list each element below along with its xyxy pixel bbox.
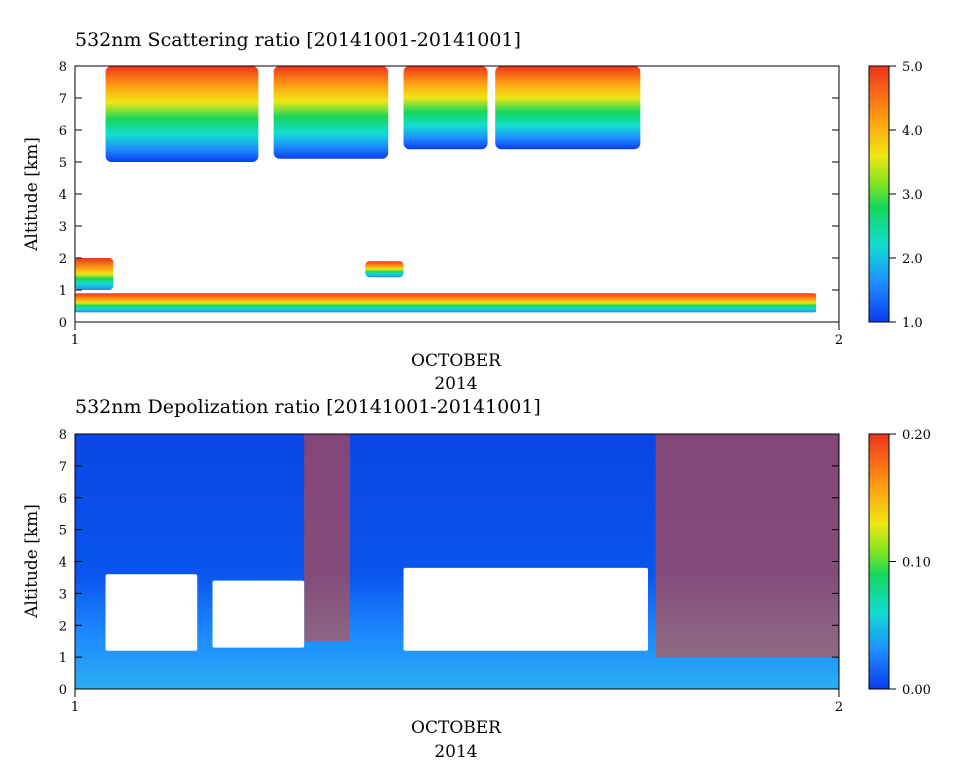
x-axis-label-year: 2014: [434, 742, 477, 762]
x-axis-label-month: OCTOBER: [411, 718, 502, 738]
y-axis-label: Altitude [km]: [22, 504, 42, 619]
y-tick-label: 5: [59, 524, 67, 539]
y-tick-label: 1: [59, 651, 67, 666]
y-ticks: 0 1 2 3 4 5 6 7 8: [59, 428, 839, 698]
y-tick-label: 5: [59, 156, 67, 171]
scattering-ratio-panel: 532nm Scattering ratio [20141001-2014100…: [22, 29, 923, 394]
x-axis-label-year: 2014: [434, 374, 477, 394]
y-tick-label: 7: [59, 460, 67, 475]
y-tick-label: 6: [59, 492, 67, 507]
chart-title: 532nm Scattering ratio [20141001-2014100…: [75, 29, 521, 51]
y-tick-label: 7: [59, 92, 67, 107]
y-tick-label: 2: [59, 252, 67, 267]
low-cloud-region: [75, 258, 114, 290]
colorbar-tick-label: 1.0: [902, 316, 923, 331]
low-cloud-region: [365, 261, 404, 278]
chart-title: 532nm Depolization ratio [20141001-20141…: [75, 396, 541, 418]
x-tick-label-end: 2: [835, 333, 843, 348]
heatmap-image: [75, 66, 817, 313]
y-tick-label: 3: [59, 587, 67, 602]
y-axis-label: Altitude [km]: [22, 137, 42, 252]
colorbar-tick-label: 5.0: [902, 60, 923, 75]
colorbar-tick-label: 2.0: [902, 252, 923, 267]
cloud-region: [495, 66, 641, 150]
colorbar-gradient: [868, 433, 890, 690]
x-tick-label-end: 2: [835, 700, 843, 715]
x-tick-label-start: 1: [71, 700, 79, 715]
colorbar-tick-label: 4.0: [902, 124, 923, 139]
no-data-gap: [212, 580, 305, 648]
colorbar-gradient: [868, 65, 890, 323]
colorbar-tick-label: 0.20: [902, 428, 931, 443]
y-tick-label: 6: [59, 124, 67, 139]
cloud-region: [273, 66, 389, 159]
y-tick-label: 0: [59, 316, 67, 331]
y-tick-label: 1: [59, 284, 67, 299]
y-tick-label: 4: [59, 556, 67, 571]
no-data-gap: [403, 567, 648, 651]
y-tick-label: 2: [59, 619, 67, 634]
no-data-gap: [105, 574, 198, 651]
colorbar-tick-label: 0.00: [902, 683, 931, 698]
cloud-region: [403, 66, 488, 150]
colorbar-tick-label: 0.10: [902, 556, 931, 571]
boundary-layer-region: [75, 293, 817, 313]
y-tick-label: 0: [59, 683, 67, 698]
colorbar: 0.00 0.10 0.20: [868, 428, 931, 698]
depolarization-ratio-panel: 532nm Depolization ratio [20141001-20141…: [22, 396, 931, 762]
y-tick-label: 8: [59, 60, 67, 75]
x-tick-label-start: 1: [71, 333, 79, 348]
high-depolarization-band: [655, 434, 839, 658]
y-ticks: 0 1 2 3 4 5 6 7 8: [59, 60, 839, 331]
x-axis-label-month: OCTOBER: [411, 351, 502, 371]
cloud-region: [105, 66, 259, 162]
high-depolarization-band: [304, 434, 351, 642]
colorbar: 1.0 2.0 3.0 4.0 5.0: [868, 60, 923, 331]
heatmap-image: [75, 434, 839, 689]
y-tick-label: 3: [59, 220, 67, 235]
colorbar-tick-label: 3.0: [902, 188, 923, 203]
y-tick-label: 8: [59, 428, 67, 443]
y-tick-label: 4: [59, 188, 67, 203]
